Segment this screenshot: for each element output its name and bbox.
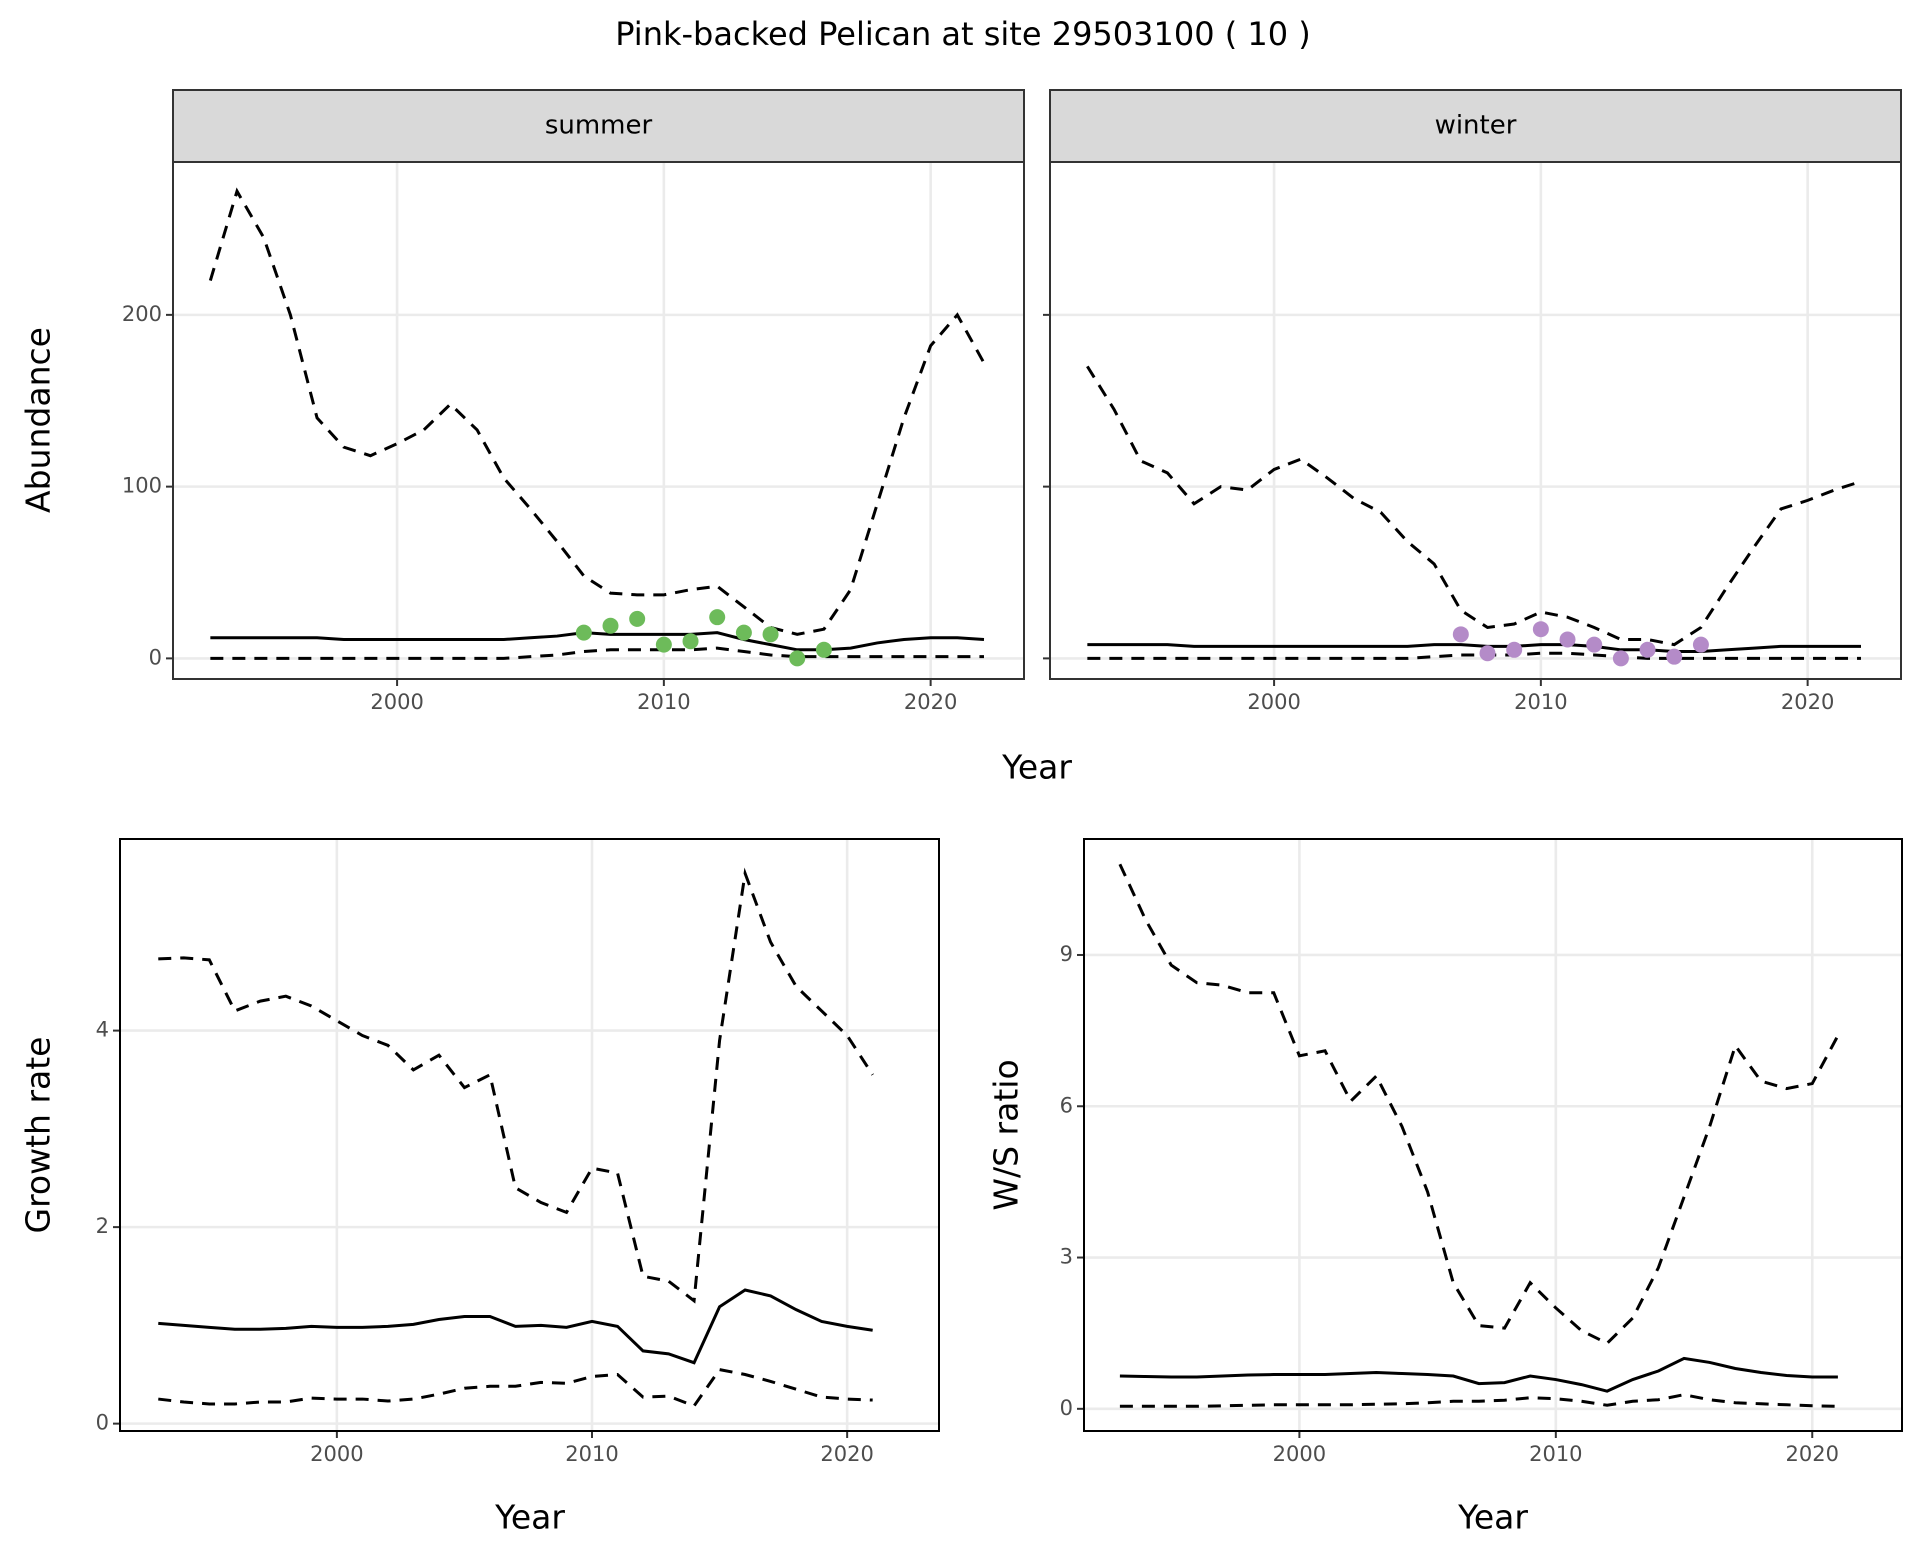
facet-label: winter (1435, 111, 1517, 141)
x-axis-title: Year (494, 1498, 565, 1537)
data-point (1692, 636, 1709, 653)
figure-title: Pink-backed Pelican at site 29503100 ( 1… (615, 15, 1311, 53)
y-axis-title: Growth rate (19, 1037, 58, 1234)
data-point (1559, 631, 1576, 648)
y-axis-title: Abundance (19, 327, 58, 513)
y-axis-title: W/S ratio (987, 1059, 1026, 1210)
data-point (789, 650, 806, 667)
x-tick-label: 2020 (904, 690, 957, 714)
panel-border (119, 838, 940, 1432)
data-point (709, 609, 726, 626)
data-point (1666, 648, 1683, 665)
x-tick-label: 2010 (637, 690, 690, 714)
data-point (1532, 621, 1549, 638)
y-tick-label: 100 (122, 474, 162, 498)
panel-background (1084, 839, 1902, 1431)
data-point (682, 633, 699, 650)
series-line (1087, 651, 1861, 660)
panel-border (1083, 838, 1903, 1432)
y-tick-label: 6 (1060, 1093, 1073, 1117)
data-point (735, 624, 752, 641)
x-axis-title: Year (1001, 748, 1072, 787)
x-tick-label: 2000 (1247, 690, 1300, 714)
y-tick-label: 0 (1060, 1396, 1073, 1420)
x-tick-label: 2020 (1781, 690, 1834, 714)
y-tick-label: 0 (96, 1411, 109, 1435)
data-point (762, 626, 779, 643)
x-tick-label: 2010 (565, 1442, 618, 1466)
y-tick-label: 200 (122, 302, 162, 326)
x-tick-label: 2020 (1786, 1442, 1839, 1466)
series-line (210, 646, 984, 660)
x-tick-label: 2020 (820, 1442, 873, 1466)
x-tick-label: 2000 (370, 690, 423, 714)
panel-border (1049, 161, 1902, 680)
panel-background (173, 162, 1024, 679)
data-point (629, 610, 646, 627)
facet-strip (172, 89, 1025, 163)
x-tick-label: 2010 (1529, 1442, 1582, 1466)
y-tick-label: 2 (96, 1214, 109, 1238)
y-tick-label: 4 (96, 1018, 109, 1042)
panel-background (120, 839, 939, 1431)
series-line (158, 1367, 873, 1408)
data-point (1586, 636, 1603, 653)
x-tick-label: 2000 (1273, 1442, 1326, 1466)
series-line (1087, 643, 1861, 654)
series-line (210, 631, 985, 652)
x-axis-title: Year (1457, 1498, 1528, 1537)
y-tick-label: 9 (1060, 942, 1073, 966)
panel-background (1050, 162, 1901, 679)
facet-strip (1049, 89, 1902, 163)
data-point (815, 641, 832, 658)
data-point (1612, 650, 1629, 667)
data-point (1479, 645, 1496, 662)
data-point (655, 636, 672, 653)
series-line (208, 187, 986, 636)
data-point (602, 617, 619, 634)
series-line (1118, 863, 1840, 1346)
facet-label: summer (545, 111, 653, 141)
x-tick-label: 2000 (310, 1442, 363, 1466)
series-line (158, 867, 874, 1304)
y-tick-label: 0 (149, 645, 162, 669)
series-line (1119, 1393, 1838, 1408)
data-point (1639, 641, 1656, 658)
x-tick-label: 2010 (1514, 690, 1567, 714)
data-point (1506, 641, 1523, 658)
series-line (1086, 365, 1862, 647)
panel-border (172, 161, 1025, 680)
series-line (158, 1288, 873, 1365)
data-point (575, 624, 592, 641)
y-tick-label: 3 (1060, 1245, 1073, 1269)
series-line (1119, 1356, 1838, 1393)
data-point (1452, 626, 1469, 643)
